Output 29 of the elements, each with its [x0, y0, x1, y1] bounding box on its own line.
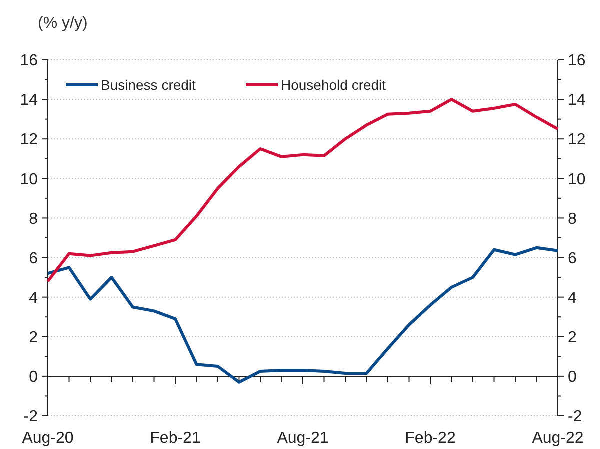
y2-tick-label: 2: [568, 329, 577, 346]
y2-tick-label: -2: [568, 408, 582, 426]
y-tick-label: 8: [29, 210, 38, 228]
x-tick-label: Aug-20: [22, 430, 74, 447]
y-tick-label: 12: [20, 132, 38, 149]
y-tick-label: 6: [29, 250, 38, 268]
y2-tick-label: 0: [568, 369, 577, 386]
x-tick-label: Aug-21: [277, 430, 329, 447]
y-tick-label: 14: [20, 92, 38, 110]
y-tick-label: 16: [20, 52, 38, 70]
legend-label: Household credit: [281, 76, 386, 93]
y2-tick-label: 4: [568, 290, 577, 307]
y-tick-label: -2: [24, 408, 38, 426]
x-tick-label: Feb-21: [150, 430, 201, 447]
y-tick-label: 10: [20, 171, 38, 188]
x-tick-label: Feb-22: [405, 430, 456, 447]
y2-tick-label: 6: [568, 250, 577, 268]
y-tick-label: 2: [29, 329, 38, 346]
legend-label: Business credit: [101, 76, 196, 93]
y2-tick-label: 8: [568, 210, 577, 228]
y-tick-label: 0: [29, 369, 38, 386]
y2-tick-label: 12: [568, 132, 586, 149]
line-series: [46, 98, 560, 284]
y2-tick-label: 16: [568, 52, 586, 70]
y2-tick-label: 10: [568, 171, 586, 188]
y2-tick-label: 14: [568, 92, 586, 110]
y-tick-label: 4: [29, 290, 38, 307]
y-axis-title: (% y/y): [38, 15, 88, 32]
x-tick-label: Aug-22: [532, 430, 584, 447]
